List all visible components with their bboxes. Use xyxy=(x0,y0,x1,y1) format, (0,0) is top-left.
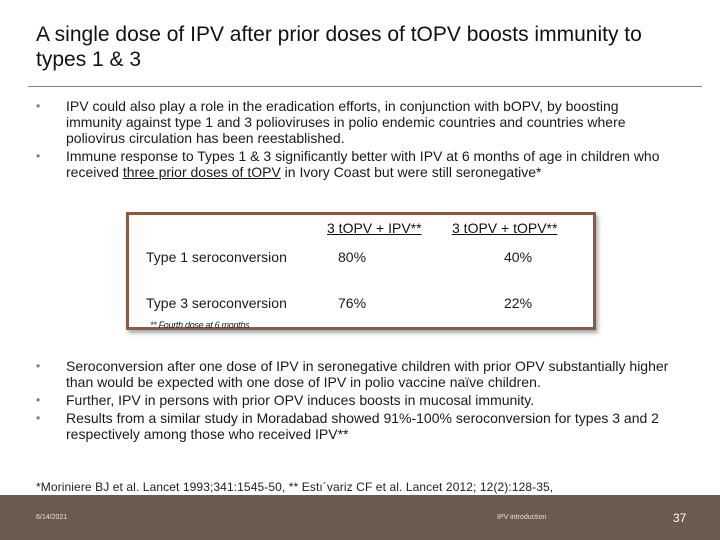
bullet-dot-icon: • xyxy=(36,393,41,407)
bullet-dot-icon: • xyxy=(36,149,41,163)
table-cell-topv: 22% xyxy=(504,295,533,311)
table-cell-ipv: 76% xyxy=(338,295,367,311)
reference-citation: *Moriniere BJ et al. Lancet 1993;341:154… xyxy=(36,480,554,494)
bullet-text: Seroconversion after one dose of IPV in … xyxy=(66,358,669,390)
table-cell-topv: 40% xyxy=(504,249,533,265)
table-row-label: Type 3 seroconversion xyxy=(146,295,287,311)
top-bullet-list: • IPV could also play a role in the erad… xyxy=(36,98,676,182)
bullet-dot-icon: • xyxy=(36,411,41,425)
bullet-item: • IPV could also play a role in the erad… xyxy=(36,98,676,146)
footer-bar: 6/14/2021 IPV introduction 37 xyxy=(0,495,720,540)
page-number: 37 xyxy=(673,511,687,525)
bullet-item: • Further, IPV in persons with prior OPV… xyxy=(36,392,676,408)
title-divider xyxy=(28,86,702,87)
footer-date: 6/14/2021 xyxy=(36,514,68,521)
table-row-label: Type 1 seroconversion xyxy=(146,249,287,265)
bullet-dot-icon: • xyxy=(36,99,41,113)
bullet-text-post: in Ivory Coast but were still seronegati… xyxy=(280,164,542,180)
table-header-topv: 3 tOPV + tOPV** xyxy=(452,220,558,236)
bullet-dot-icon: • xyxy=(36,359,41,373)
bullet-text-underlined: three prior doses of tOPV xyxy=(122,164,281,180)
table-header-ipv: 3 tOPV + IPV** xyxy=(327,220,422,236)
bullet-text: Results from a similar study in Moradaba… xyxy=(66,410,659,442)
results-table-frame xyxy=(126,212,596,330)
slide-title: A single dose of IPV after prior doses o… xyxy=(36,23,642,71)
bullet-item: • Immune response to Types 1 & 3 signifi… xyxy=(36,148,676,180)
bullet-text-pre: Immune response to Types 1 & 3 significa… xyxy=(66,148,660,180)
bullet-item: • Seroconversion after one dose of IPV i… xyxy=(36,358,676,390)
table-footnote: ** Fourth dose at 6 months xyxy=(150,320,250,330)
footer-title: IPV introduction xyxy=(497,514,547,521)
bullet-item: • Results from a similar study in Morada… xyxy=(36,410,676,442)
bottom-bullet-list: • Seroconversion after one dose of IPV i… xyxy=(36,358,676,444)
bullet-text: IPV could also play a role in the eradic… xyxy=(66,98,626,146)
table-cell-ipv: 80% xyxy=(338,249,367,265)
bullet-text: Further, IPV in persons with prior OPV i… xyxy=(66,392,535,408)
